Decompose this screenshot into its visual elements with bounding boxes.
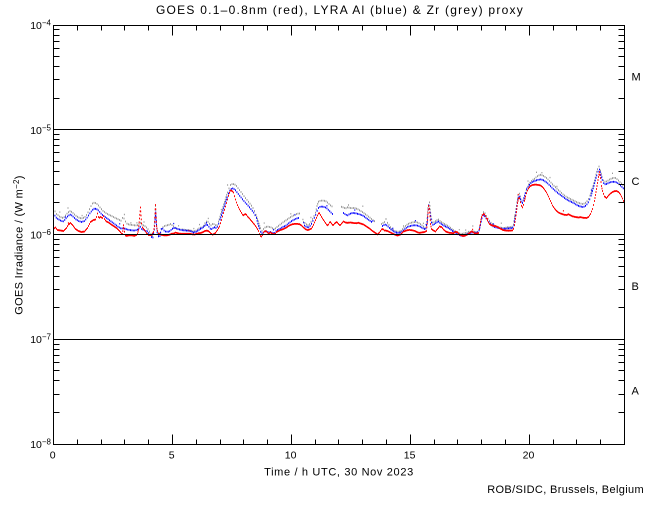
svg-text:ROB/SIDC, Brussels, Belgium: ROB/SIDC, Brussels, Belgium: [487, 484, 644, 496]
svg-text:5: 5: [169, 449, 175, 461]
svg-text:10: 10: [285, 449, 297, 461]
svg-text:15: 15: [404, 449, 416, 461]
svg-text:C: C: [632, 176, 640, 188]
svg-text:20: 20: [523, 449, 535, 461]
svg-text:A: A: [632, 386, 640, 398]
svg-text:GOES Irradiance / (W m−2): GOES Irradiance / (W m−2): [12, 175, 26, 315]
svg-text:0: 0: [50, 449, 56, 461]
svg-text:B: B: [632, 281, 639, 293]
svg-text:Time / h UTC, 30 Nov 2023: Time / h UTC, 30 Nov 2023: [264, 467, 414, 479]
svg-text:M: M: [632, 72, 641, 84]
svg-text:GOES 0.1–0.8nm (red), LYRA Al: GOES 0.1–0.8nm (red), LYRA Al (blue) & Z…: [156, 3, 524, 17]
